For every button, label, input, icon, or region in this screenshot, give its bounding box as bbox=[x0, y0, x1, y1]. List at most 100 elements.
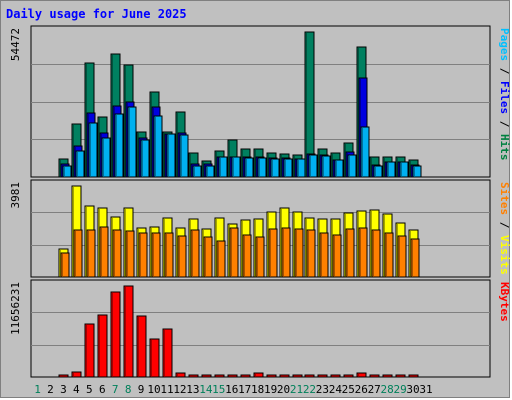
bar-kbytes-day-8 bbox=[123, 285, 134, 378]
x-tick-label-22: 22 bbox=[303, 383, 316, 396]
x-tick-label-20: 20 bbox=[277, 383, 290, 396]
x-tick-label-12: 12 bbox=[173, 383, 186, 396]
x-tick-label-19: 19 bbox=[264, 383, 277, 396]
bar-pages-day-15 bbox=[218, 156, 228, 178]
legend-entry: / bbox=[498, 61, 511, 81]
bar-sites-day-5 bbox=[86, 229, 96, 278]
x-tick-label-25: 25 bbox=[342, 383, 355, 396]
bar-kbytes-day-15 bbox=[214, 374, 225, 378]
bar-kbytes-day-13 bbox=[188, 374, 199, 378]
bar-pages-day-21 bbox=[296, 158, 306, 178]
bar-pages-day-19 bbox=[270, 158, 280, 178]
bar-pages-day-20 bbox=[283, 158, 293, 178]
bar-kbytes-day-26 bbox=[356, 372, 367, 378]
y-max-label: 54472 bbox=[9, 28, 22, 61]
bar-kbytes-day-28 bbox=[382, 374, 393, 378]
series-legend: Sites / Visits bbox=[498, 182, 511, 275]
bar-kbytes-day-9 bbox=[136, 315, 147, 378]
bar-sites-day-27 bbox=[371, 229, 381, 278]
bar-pages-day-3 bbox=[62, 165, 72, 178]
panel-2: 3981 Sites / Visits bbox=[9, 179, 511, 278]
bar-pages-day-7 bbox=[114, 113, 124, 178]
legend-entry: / bbox=[498, 114, 511, 134]
x-tick-label-5: 5 bbox=[86, 383, 93, 396]
bar-pages-day-22 bbox=[308, 154, 318, 178]
bar-pages-day-4 bbox=[75, 150, 85, 178]
x-tick-label-31: 31 bbox=[419, 383, 432, 396]
legend-entry: / bbox=[498, 215, 511, 235]
bar-pages-day-13 bbox=[192, 165, 202, 178]
bar-kbytes-day-27 bbox=[369, 374, 380, 378]
bar-sites-day-6 bbox=[99, 226, 109, 278]
x-tick-label-29: 29 bbox=[393, 383, 406, 396]
x-tick-label-28: 28 bbox=[381, 383, 394, 396]
series-legend: KBytes bbox=[498, 282, 511, 322]
bar-kbytes-day-17 bbox=[240, 374, 251, 378]
bar-sites-day-11 bbox=[164, 232, 174, 278]
legend-entry: Sites bbox=[498, 182, 511, 215]
bar-kbytes-day-30 bbox=[408, 374, 419, 378]
bar-kbytes-day-14 bbox=[201, 374, 212, 378]
legend-entry: Files bbox=[498, 81, 511, 114]
bar-kbytes-day-4 bbox=[71, 371, 82, 378]
bar-sites-day-24 bbox=[332, 234, 342, 278]
bar-sites-day-12 bbox=[177, 235, 187, 278]
bar-kbytes-day-21 bbox=[292, 374, 303, 378]
legend-entry: KBytes bbox=[498, 282, 511, 322]
bar-sites-day-18 bbox=[255, 236, 265, 278]
bar-sites-day-30 bbox=[410, 238, 420, 278]
bar-sites-day-14 bbox=[203, 236, 213, 278]
bar-kbytes-day-6 bbox=[97, 314, 108, 378]
bar-pages-day-25 bbox=[347, 154, 357, 178]
y-max-label: 3981 bbox=[9, 182, 22, 209]
x-tick-label-18: 18 bbox=[251, 383, 264, 396]
x-tick-label-2: 2 bbox=[47, 383, 54, 396]
bar-pages-day-10 bbox=[153, 115, 163, 178]
bar-kbytes-day-23 bbox=[317, 374, 328, 378]
x-tick-label-30: 30 bbox=[406, 383, 419, 396]
bar-kbytes-day-20 bbox=[279, 374, 290, 378]
chart-title: Daily usage for June 2025 bbox=[6, 7, 187, 21]
bar-sites-day-20 bbox=[281, 227, 291, 278]
bar-pages-day-28 bbox=[386, 161, 396, 178]
x-tick-label-15: 15 bbox=[212, 383, 225, 396]
bar-pages-day-5 bbox=[88, 122, 98, 178]
legend-entry: Pages bbox=[498, 28, 511, 61]
x-tick-label-17: 17 bbox=[238, 383, 251, 396]
x-tick-label-21: 21 bbox=[290, 383, 303, 396]
panel-3: 11656231 KBytes bbox=[9, 279, 511, 378]
legend-entry: Visits bbox=[498, 235, 511, 275]
bar-pages-day-8 bbox=[127, 106, 137, 178]
x-tick-label-1: 1 bbox=[34, 383, 41, 396]
panel-1: 54472 Pages / Files / Hits bbox=[9, 25, 511, 178]
bar-pages-day-27 bbox=[373, 165, 383, 178]
bar-sites-day-23 bbox=[319, 232, 329, 278]
x-tick-label-10: 10 bbox=[147, 383, 160, 396]
bar-pages-day-14 bbox=[205, 165, 215, 178]
x-tick-label-9: 9 bbox=[138, 383, 145, 396]
series-legend: Pages / Files / Hits bbox=[498, 28, 511, 161]
y-max-label: 11656231 bbox=[9, 282, 22, 335]
bar-pages-day-26 bbox=[360, 126, 370, 178]
bar-sites-day-28 bbox=[384, 232, 394, 278]
bar-pages-day-6 bbox=[101, 137, 111, 178]
bar-pages-day-24 bbox=[334, 159, 344, 178]
bar-sites-day-22 bbox=[306, 229, 316, 278]
bar-kbytes-day-10 bbox=[149, 338, 160, 378]
x-tick-label-8: 8 bbox=[125, 383, 132, 396]
bar-sites-day-13 bbox=[190, 229, 200, 278]
x-tick-label-4: 4 bbox=[73, 383, 80, 396]
bar-sites-day-16 bbox=[229, 227, 239, 278]
bar-sites-day-8 bbox=[125, 230, 135, 278]
x-tick-label-14: 14 bbox=[199, 383, 213, 396]
x-tick-label-16: 16 bbox=[225, 383, 238, 396]
bar-kbytes-day-11 bbox=[162, 328, 173, 378]
x-tick-label-26: 26 bbox=[355, 383, 368, 396]
bar-kbytes-day-25 bbox=[343, 374, 354, 378]
x-axis-labels: 1 2 3 4 5 6 7 8 9 10 11 12 13 14 15 16 17 18 19 20 21 22 23 24 2… bbox=[34, 383, 432, 396]
x-tick-label-23: 23 bbox=[316, 383, 329, 396]
bar-sites-day-15 bbox=[216, 240, 226, 278]
x-tick-label-6: 6 bbox=[99, 383, 106, 396]
bar-sites-day-9 bbox=[138, 232, 148, 278]
